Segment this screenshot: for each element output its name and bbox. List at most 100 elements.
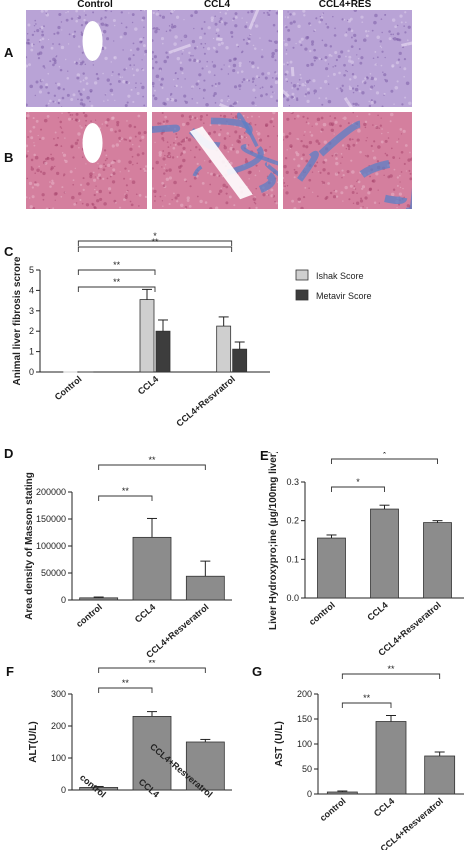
tissue-cell [362, 206, 364, 208]
tissue-cell [164, 164, 167, 166]
tissue-cell [228, 59, 232, 63]
tissue-cell [246, 79, 249, 82]
tissue-cell [179, 164, 183, 168]
tissue-cell [144, 49, 147, 54]
tissue-cell [32, 43, 35, 46]
tissue-cell [167, 146, 170, 149]
tissue-cell [409, 151, 411, 154]
tissue-cell [313, 89, 317, 93]
tissue-cell [111, 116, 115, 120]
tissue-cell [60, 145, 63, 148]
significance-label: ** [113, 260, 121, 270]
tissue-cell [116, 120, 120, 125]
tissue-cell [223, 114, 227, 118]
tissue-cell [193, 156, 196, 159]
tissue-cell [119, 76, 122, 79]
tissue-cell [290, 82, 293, 84]
tissue-cell [300, 37, 304, 41]
tissue-cell [194, 10, 198, 14]
tissue-cell [165, 30, 168, 33]
tissue-cell [389, 112, 394, 117]
tissue-cell [267, 71, 271, 75]
bar [185, 741, 225, 791]
tissue-cell [183, 138, 186, 141]
significance-bracket [98, 495, 153, 501]
tissue-cell [126, 101, 129, 104]
tissue-cell [398, 174, 401, 177]
tissue-cell [131, 21, 134, 24]
tissue-cell [232, 17, 235, 20]
tissue-cell [264, 76, 268, 80]
tissue-cell [237, 45, 240, 48]
tissue-cell [135, 82, 137, 84]
tissue-cell [284, 16, 287, 18]
tissue-cell [353, 187, 356, 190]
tissue-cell [161, 86, 164, 89]
tissue-cell [84, 114, 88, 118]
tissue-cell [304, 47, 308, 51]
tissue-cell [111, 180, 116, 184]
tissue-cell [67, 112, 71, 114]
tissue-cell [254, 203, 257, 205]
tissue-cell [378, 202, 380, 204]
septum-line [218, 103, 230, 107]
tissue-cell [254, 174, 257, 177]
tissue-cell [28, 181, 33, 186]
tissue-cell [112, 168, 116, 172]
tissue-cell [245, 158, 248, 161]
tissue-cell [289, 60, 293, 64]
tissue-cell [42, 198, 45, 201]
tissue-cell [360, 56, 364, 60]
tissue-cell [123, 198, 126, 202]
tissue-cell [364, 120, 368, 124]
bar [423, 522, 452, 599]
tissue-cell [197, 79, 200, 83]
tissue-cell [36, 183, 40, 187]
tissue-cell [165, 169, 169, 172]
tissue-cell [286, 98, 290, 102]
tissue-cell [368, 113, 371, 116]
x-tick-label: CCL4 [133, 602, 157, 625]
tissue-cell [113, 40, 115, 42]
tissue-cell [340, 89, 344, 92]
tissue-cell [354, 102, 358, 106]
tissue-cell [359, 199, 364, 203]
significance-bracket [98, 464, 206, 470]
tissue-cell [177, 77, 179, 80]
tissue-cell [45, 12, 48, 15]
tissue-cell [170, 25, 175, 29]
tissue-cell [209, 207, 213, 209]
tissue-cell [299, 73, 302, 76]
tissue-cell [122, 49, 124, 51]
tissue-cell [154, 200, 156, 202]
y-tick-label: 100 [297, 739, 312, 749]
tissue-cell [303, 134, 305, 136]
tissue-cell [350, 36, 353, 39]
central-vein [82, 123, 103, 164]
tissue-cell [53, 32, 56, 35]
bar [185, 575, 225, 601]
tissue-cell [27, 112, 30, 114]
tissue-cell [119, 35, 123, 39]
tissue-cell [212, 173, 216, 177]
tissue-cell [398, 138, 400, 140]
tissue-cell [287, 37, 291, 42]
tissue-cell [324, 59, 327, 62]
tissue-cell [165, 119, 169, 123]
tissue-cell [82, 188, 85, 191]
tissue-cell [269, 146, 271, 148]
tissue-cell [81, 156, 84, 159]
tissue-cell [285, 49, 288, 51]
tissue-cell [52, 57, 56, 62]
tissue-cell [350, 159, 353, 162]
tissue-cell [395, 61, 400, 65]
tissue-cell [384, 14, 387, 16]
tissue-cell [309, 131, 312, 133]
tissue-cell [213, 74, 216, 77]
tissue-cell [58, 43, 61, 46]
tissue-cell [353, 185, 356, 187]
tissue-cell [243, 132, 246, 134]
tissue-cell [99, 164, 103, 169]
tissue-cell [211, 61, 214, 63]
